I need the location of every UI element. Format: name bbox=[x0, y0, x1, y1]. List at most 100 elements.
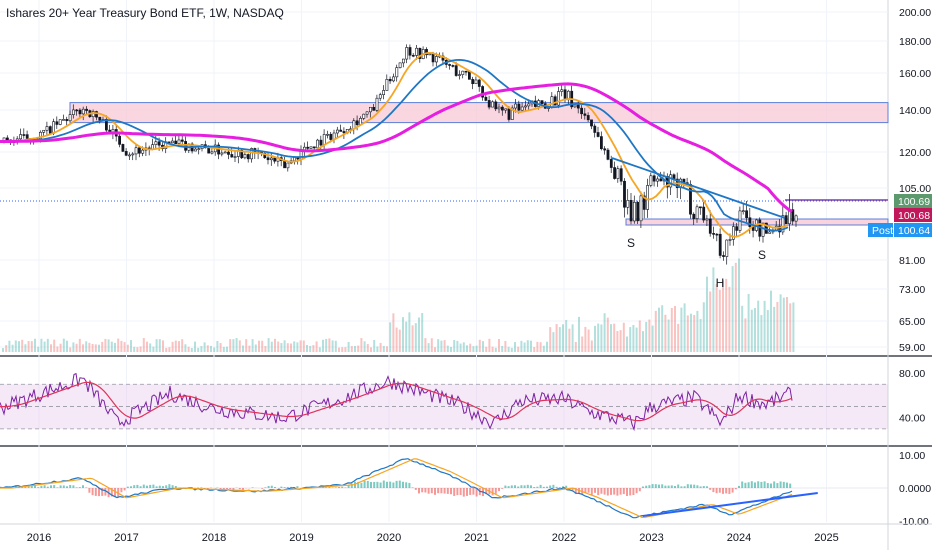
macd-histogram-bar bbox=[661, 484, 663, 488]
candle-body bbox=[564, 90, 566, 100]
macd-histogram-bar bbox=[527, 485, 529, 488]
volume-bar bbox=[37, 347, 39, 352]
macd-histogram-bar bbox=[79, 487, 81, 488]
candle-body bbox=[713, 233, 715, 234]
macd-histogram-bar bbox=[466, 488, 468, 496]
volume-bar bbox=[210, 346, 212, 352]
volume-bar bbox=[79, 339, 81, 352]
candle-body bbox=[656, 179, 658, 181]
macd-histogram-bar bbox=[725, 488, 727, 493]
candle-body bbox=[56, 122, 58, 125]
macd-histogram-bar bbox=[421, 488, 423, 492]
macd-histogram-bar bbox=[709, 488, 711, 490]
volume-bar bbox=[463, 342, 465, 352]
macd-histogram-bar bbox=[341, 487, 343, 488]
volume-bar bbox=[479, 340, 481, 352]
x-tick-label: 2022 bbox=[552, 532, 576, 544]
volume-bar bbox=[223, 347, 225, 352]
macd-histogram-bar bbox=[239, 488, 241, 489]
candle-body bbox=[20, 135, 22, 139]
macd-histogram-bar bbox=[648, 485, 650, 488]
volume-bar bbox=[319, 347, 321, 352]
volume-bar bbox=[34, 339, 36, 352]
candle-body bbox=[703, 207, 705, 220]
macd-histogram-bar bbox=[165, 485, 167, 488]
volume-bar bbox=[572, 324, 574, 352]
candle-body bbox=[287, 163, 289, 168]
macd-histogram-bar bbox=[744, 483, 746, 488]
macd-histogram-bar bbox=[556, 487, 558, 488]
macd-histogram-bar bbox=[511, 485, 513, 488]
volume-bar bbox=[722, 280, 724, 352]
macd-histogram-bar bbox=[508, 486, 510, 488]
volume-bar bbox=[50, 344, 52, 352]
rsi-tick-label: 40.00 bbox=[899, 413, 925, 425]
macd-histogram-bar bbox=[645, 486, 647, 488]
volume-bar bbox=[700, 319, 702, 352]
volume-bar bbox=[732, 266, 734, 352]
volume-bar bbox=[415, 323, 417, 352]
candle-body bbox=[330, 134, 332, 139]
volume-bar bbox=[47, 339, 49, 352]
candle-body bbox=[49, 127, 51, 134]
volume-bar bbox=[165, 348, 167, 352]
volume-bar bbox=[444, 340, 446, 352]
volume-bar bbox=[706, 277, 708, 352]
candle-body bbox=[53, 122, 55, 134]
candle-body bbox=[742, 211, 744, 212]
macd-histogram-bar bbox=[47, 487, 49, 488]
volume-bar bbox=[386, 346, 388, 352]
volume-bar bbox=[594, 326, 596, 352]
candle-body bbox=[26, 135, 28, 139]
macd-histogram-bar bbox=[120, 488, 122, 492]
candle-body bbox=[340, 130, 342, 131]
macd-histogram-bar bbox=[332, 487, 334, 488]
volume-bar bbox=[741, 306, 743, 352]
volume-bar bbox=[488, 339, 490, 352]
volume-bar bbox=[687, 315, 689, 352]
volume-bar bbox=[92, 344, 94, 352]
candle-body bbox=[409, 47, 411, 55]
candle-body bbox=[99, 117, 101, 120]
volume-bar bbox=[719, 290, 721, 352]
macd-histogram-bar bbox=[396, 481, 398, 488]
candle-body bbox=[323, 134, 325, 145]
volume-bar bbox=[549, 327, 551, 352]
macd-histogram-bar bbox=[69, 485, 71, 488]
volume-bar bbox=[18, 341, 20, 352]
volume-bar bbox=[220, 343, 222, 352]
volume-bar bbox=[130, 340, 132, 352]
candle-body bbox=[495, 102, 497, 109]
volume-bar bbox=[63, 339, 65, 352]
macd-histogram-bar bbox=[370, 482, 372, 488]
macd-histogram-bar bbox=[399, 481, 401, 488]
macd-histogram-bar bbox=[274, 487, 276, 488]
candle-body bbox=[607, 150, 609, 159]
candle-body bbox=[132, 154, 134, 155]
macd-histogram-bar bbox=[85, 487, 87, 488]
volume-bar bbox=[300, 340, 302, 352]
candle-body bbox=[227, 152, 229, 154]
volume-bar bbox=[754, 308, 756, 352]
candle-body bbox=[449, 64, 451, 65]
volume-bar bbox=[24, 344, 26, 352]
volume-bar bbox=[82, 344, 84, 352]
volume-bar bbox=[175, 341, 177, 352]
macd-histogram-bar bbox=[287, 487, 289, 488]
macd-histogram-bar bbox=[776, 483, 778, 488]
candle-body bbox=[142, 150, 144, 153]
volume-bar bbox=[367, 344, 369, 352]
x-tick-label: 2020 bbox=[377, 532, 401, 544]
volume-bar bbox=[236, 338, 238, 352]
volume-bar bbox=[12, 345, 14, 352]
volume-bar bbox=[140, 346, 142, 352]
candle-body bbox=[726, 240, 728, 257]
macd-histogram-bar bbox=[437, 488, 439, 493]
macd-histogram-bar bbox=[594, 488, 596, 493]
volume-bar bbox=[149, 343, 151, 352]
candle-body bbox=[326, 134, 328, 135]
macd-histogram-bar bbox=[588, 488, 590, 493]
candle-body bbox=[43, 130, 45, 132]
candle-body bbox=[274, 158, 276, 161]
